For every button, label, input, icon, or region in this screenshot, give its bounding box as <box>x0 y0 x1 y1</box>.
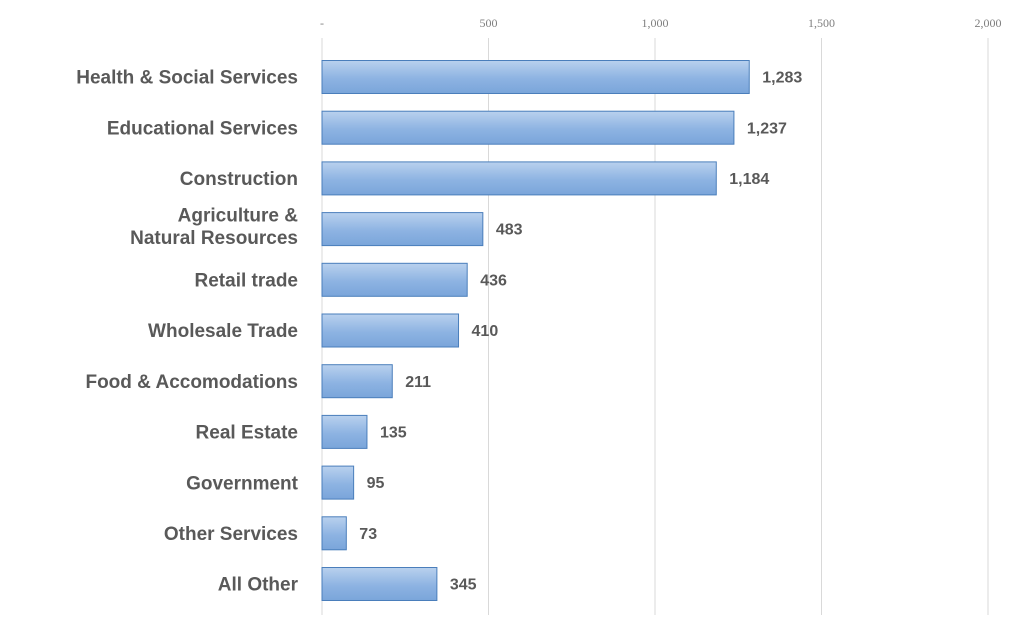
x-axis-ticks: - 500 1,000 1,500 2,000 <box>320 16 1002 30</box>
category-label: Educational Services <box>107 118 298 139</box>
category-label: Real Estate <box>196 423 298 444</box>
value-label: 1,237 <box>747 120 787 137</box>
category-labels: Health & Social Services Educational Serv… <box>76 68 298 596</box>
bars <box>321 60 750 601</box>
bar <box>321 567 438 601</box>
x-tick-label: - <box>320 16 324 30</box>
bar <box>321 516 347 551</box>
value-label: 410 <box>472 323 499 340</box>
category-label: Retail trade <box>195 270 298 291</box>
category-label: Health & Social Services <box>76 68 298 89</box>
value-label: 1,184 <box>729 171 769 188</box>
category-label: Construction <box>180 169 298 190</box>
bar <box>321 313 460 348</box>
x-tick-label: 500 <box>480 16 498 30</box>
bar <box>321 262 468 297</box>
category-label: Food & Accomodations <box>85 372 298 393</box>
x-tick-label: 1,500 <box>808 16 835 30</box>
value-label: 95 <box>367 475 385 492</box>
value-label: 73 <box>359 526 377 543</box>
value-label: 436 <box>480 272 507 289</box>
bar <box>321 161 717 196</box>
bar <box>321 212 484 247</box>
bar <box>321 364 393 399</box>
category-label: Agriculture & Natural Resources <box>130 205 298 249</box>
x-tick-label: 1,000 <box>642 16 669 30</box>
bar <box>321 414 368 449</box>
category-label: Government <box>186 473 299 494</box>
bar <box>321 465 355 500</box>
value-label: 211 <box>405 374 431 391</box>
value-label: 1,283 <box>762 70 802 87</box>
value-label: 135 <box>380 425 407 442</box>
category-label: Wholesale Trade <box>148 321 298 342</box>
value-label: 483 <box>496 222 523 239</box>
category-label: Other Services <box>164 524 298 545</box>
value-label: 345 <box>450 577 477 594</box>
bar <box>321 60 750 94</box>
value-labels: 1,283 1,237 1,184 483 436 410 211 135 95 73 345 <box>359 70 802 594</box>
x-tick-label: 2,000 <box>975 16 1002 30</box>
bar <box>321 110 735 145</box>
category-label: All Other <box>218 575 299 596</box>
